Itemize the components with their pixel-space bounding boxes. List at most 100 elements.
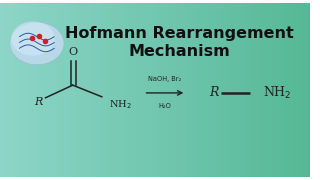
Bar [48,3,50,177]
Text: NH$_2$: NH$_2$ [108,98,131,111]
Bar [199,3,200,177]
Bar [186,3,188,177]
Bar [248,3,250,177]
Bar [161,3,163,177]
Bar [285,3,287,177]
Bar [239,3,241,177]
Bar [237,3,239,177]
Bar [93,3,95,177]
Bar [95,3,96,177]
Bar [34,3,36,177]
Bar [59,3,60,177]
Bar [148,3,149,177]
Bar [0,3,2,177]
Bar [19,3,20,177]
Text: H₂O: H₂O [158,103,171,109]
Bar [33,3,34,177]
Bar [217,3,219,177]
Bar [169,3,171,177]
Bar [77,3,79,177]
Bar [289,3,290,177]
Bar [46,3,48,177]
Bar [181,3,183,177]
Bar [231,3,233,177]
Bar [82,3,84,177]
Bar [149,3,150,177]
Bar [51,3,53,177]
Bar [36,3,37,177]
Bar [115,3,116,177]
Bar [171,3,172,177]
Bar [108,3,110,177]
Bar [154,3,155,177]
Bar [273,3,275,177]
Bar [220,3,222,177]
Bar [20,3,22,177]
Bar [143,3,144,177]
Bar [203,3,205,177]
Bar [155,3,157,177]
Bar [233,3,234,177]
Bar [118,3,119,177]
Bar [179,3,180,177]
Bar [53,3,54,177]
Bar [164,3,166,177]
Bar [206,3,208,177]
Bar [9,3,11,177]
Bar [270,3,272,177]
Bar [31,3,33,177]
Bar [84,3,85,177]
Bar [42,3,44,177]
Bar [208,3,210,177]
Bar [146,3,148,177]
Bar [113,3,115,177]
Bar [15,3,17,177]
Bar [54,3,56,177]
Bar [106,3,107,177]
Bar [81,3,82,177]
Bar [177,3,179,177]
Bar [127,3,129,177]
Bar [281,3,283,177]
Bar [293,3,295,177]
Bar [301,3,303,177]
Bar [272,3,273,177]
Bar [25,3,26,177]
Bar [202,3,203,177]
Bar [174,3,175,177]
Bar [252,3,253,177]
Bar [85,3,87,177]
Bar [189,3,191,177]
Bar [194,3,196,177]
Bar [138,3,140,177]
Bar [254,3,256,177]
Bar [135,3,137,177]
Bar [44,3,45,177]
Bar [244,3,245,177]
Bar [228,3,230,177]
Bar [183,3,185,177]
Bar [168,3,169,177]
Bar [309,3,310,177]
Bar [242,3,244,177]
Bar [37,3,39,177]
Bar [163,3,164,177]
Bar [241,3,242,177]
Bar [236,3,237,177]
Bar [197,3,199,177]
Bar [225,3,227,177]
Bar [166,3,168,177]
Bar [219,3,220,177]
Text: O: O [69,47,78,57]
Bar [172,3,174,177]
Bar [129,3,130,177]
Bar [126,3,127,177]
Bar [192,3,194,177]
Bar [258,3,259,177]
Bar [216,3,217,177]
Bar [276,3,278,177]
Bar [124,3,126,177]
Bar [87,3,88,177]
Bar [73,3,75,177]
Bar [222,3,223,177]
